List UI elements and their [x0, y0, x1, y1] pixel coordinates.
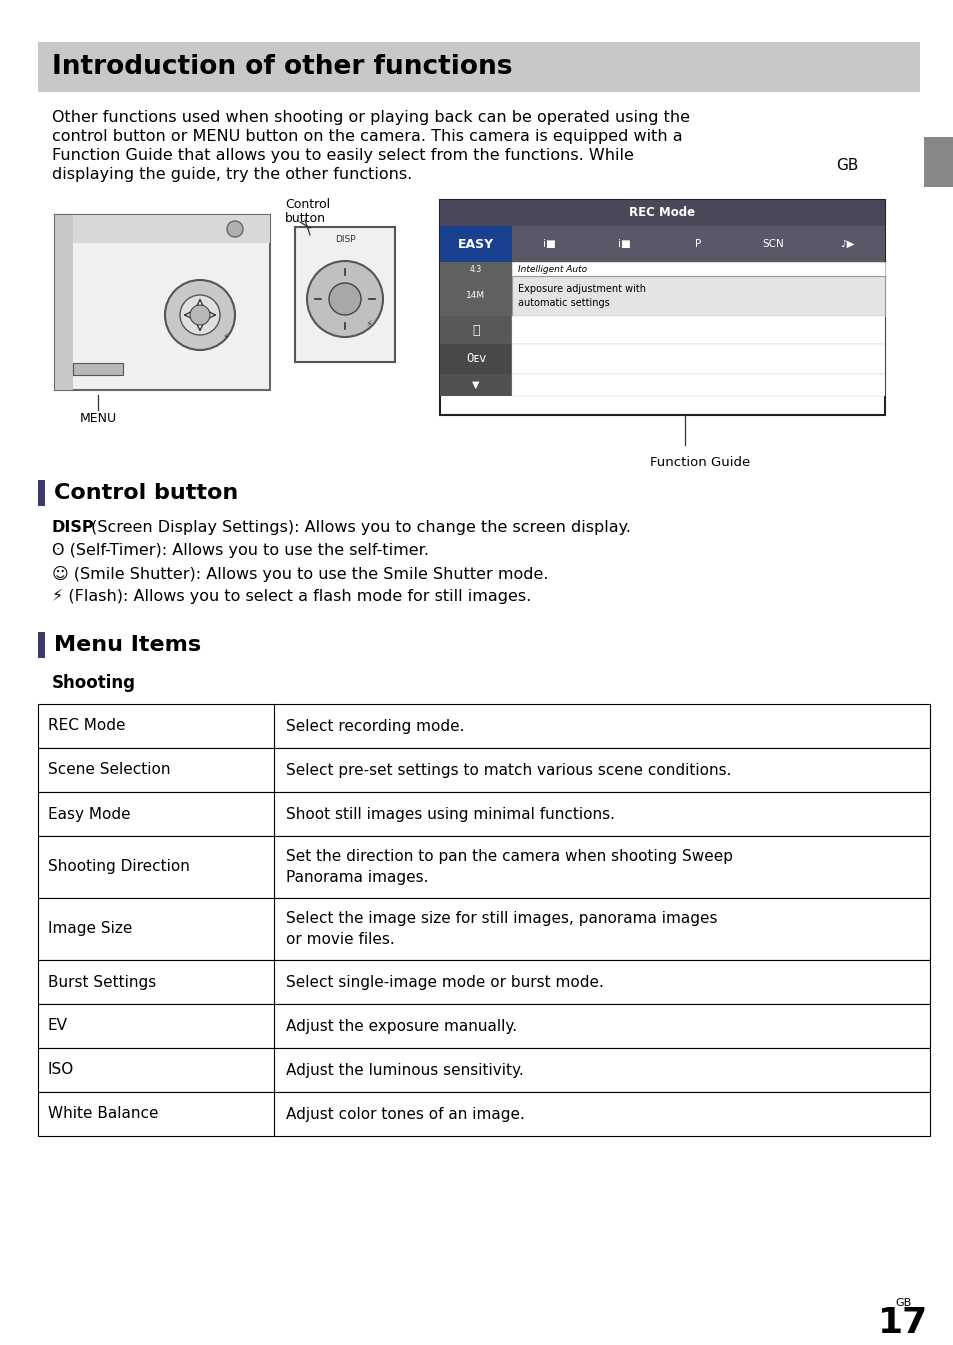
Text: EV: EV [48, 1018, 68, 1033]
Text: Image Size: Image Size [48, 921, 132, 936]
Bar [38, 960, 929, 1003]
Text: Function Guide: Function Guide [649, 456, 749, 469]
Text: Select recording mode.: Select recording mode. [286, 718, 464, 733]
Text: i■: i■ [542, 239, 555, 249]
Bar [439, 262, 512, 276]
Bar [73, 363, 123, 375]
Text: GB: GB [835, 157, 858, 174]
Text: REC Mode: REC Mode [629, 207, 695, 219]
Bar [439, 316, 512, 344]
Bar [38, 1048, 929, 1092]
Text: DISP: DISP [335, 235, 355, 245]
Bar [512, 344, 884, 374]
Bar [38, 42, 919, 91]
Text: Control: Control [285, 198, 330, 211]
Text: Scene Selection: Scene Selection [48, 763, 171, 777]
Text: Menu Items: Menu Items [54, 635, 201, 655]
Bar [38, 837, 929, 898]
Text: ♪▶: ♪▶ [840, 239, 854, 249]
Bar [512, 262, 884, 276]
Bar [923, 137, 953, 187]
Text: i■: i■ [617, 239, 630, 249]
Text: Control button: Control button [54, 483, 238, 503]
Text: Select the image size for still images, panorama images
or movie files.: Select the image size for still images, … [286, 912, 717, 947]
Text: White Balance: White Balance [48, 1107, 158, 1122]
Text: (Screen Display Settings): Allows you to change the screen display.: (Screen Display Settings): Allows you to… [86, 521, 630, 535]
Text: Burst Settings: Burst Settings [48, 975, 156, 990]
Text: SCN: SCN [761, 239, 783, 249]
Bar [512, 316, 884, 344]
Bar [55, 215, 73, 390]
Bar [439, 226, 512, 262]
Text: Adjust the luminous sensitivity.: Adjust the luminous sensitivity. [286, 1063, 523, 1077]
Circle shape [307, 261, 382, 338]
Circle shape [329, 282, 360, 315]
Text: Set the direction to pan the camera when shooting Sweep
Panorama images.: Set the direction to pan the camera when… [286, 849, 733, 885]
Text: Select single-image mode or burst mode.: Select single-image mode or burst mode. [286, 975, 603, 990]
Bar [439, 276, 512, 316]
Circle shape [227, 221, 243, 237]
Bar [38, 480, 45, 506]
Bar [38, 703, 929, 748]
Bar [38, 748, 929, 792]
Bar [439, 344, 512, 374]
Bar [439, 200, 884, 226]
Text: REC Mode: REC Mode [48, 718, 126, 733]
Text: Exposure adjustment with
automatic settings: Exposure adjustment with automatic setti… [517, 284, 645, 308]
Text: ⚡ (Flash): Allows you to select a flash mode for still images.: ⚡ (Flash): Allows you to select a flash … [52, 589, 531, 604]
Text: Easy Mode: Easy Mode [48, 807, 131, 822]
Text: P: P [695, 239, 700, 249]
Bar [512, 276, 884, 316]
Text: 0ᴇᴠ: 0ᴇᴠ [465, 352, 486, 366]
Circle shape [165, 280, 234, 350]
Bar [38, 898, 929, 960]
Text: DISP: DISP [52, 521, 94, 535]
Text: Other functions used when shooting or playing back can be operated using the: Other functions used when shooting or pl… [52, 110, 689, 125]
Text: Function Guide that allows you to easily select from the functions. While: Function Guide that allows you to easily… [52, 148, 633, 163]
Bar [512, 374, 884, 395]
Text: ISO: ISO [48, 1063, 74, 1077]
Bar [73, 215, 270, 243]
Bar [439, 200, 884, 416]
Bar [38, 632, 45, 658]
Bar [55, 215, 270, 390]
Text: ⚡: ⚡ [222, 332, 230, 342]
Bar [439, 226, 884, 262]
Text: 14M: 14M [466, 292, 485, 300]
Text: 17: 17 [877, 1306, 927, 1340]
Circle shape [190, 305, 210, 325]
Text: ʘ (Self-Timer): Allows you to use the self-timer.: ʘ (Self-Timer): Allows you to use the se… [52, 543, 429, 558]
Text: ☺ (Smile Shutter): Allows you to use the Smile Shutter mode.: ☺ (Smile Shutter): Allows you to use the… [52, 566, 548, 582]
Text: 4:3: 4:3 [470, 265, 481, 273]
Bar [439, 374, 512, 395]
Text: Intelligent Auto: Intelligent Auto [517, 265, 586, 273]
Text: ▼: ▼ [472, 381, 479, 390]
Text: displaying the guide, try the other functions.: displaying the guide, try the other func… [52, 167, 412, 182]
Bar [294, 227, 395, 362]
Text: Shooting: Shooting [52, 674, 136, 691]
Circle shape [180, 295, 220, 335]
Text: Shoot still images using minimal functions.: Shoot still images using minimal functio… [286, 807, 615, 822]
Text: ⬜: ⬜ [472, 324, 479, 336]
Text: EASY: EASY [457, 238, 494, 250]
Text: Select pre-set settings to match various scene conditions.: Select pre-set settings to match various… [286, 763, 731, 777]
Text: Introduction of other functions: Introduction of other functions [52, 54, 512, 79]
Text: Adjust color tones of an image.: Adjust color tones of an image. [286, 1107, 525, 1122]
Text: control button or MENU button on the camera. This camera is equipped with a: control button or MENU button on the cam… [52, 129, 682, 144]
Text: MENU: MENU [79, 412, 116, 425]
Bar [38, 792, 929, 837]
Text: GB: GB [895, 1298, 911, 1307]
Bar [38, 1003, 929, 1048]
Text: button: button [285, 213, 326, 225]
Text: Shooting Direction: Shooting Direction [48, 859, 190, 874]
Text: Adjust the exposure manually.: Adjust the exposure manually. [286, 1018, 517, 1033]
Text: ⚡: ⚡ [365, 319, 372, 330]
Bar [38, 1092, 929, 1137]
